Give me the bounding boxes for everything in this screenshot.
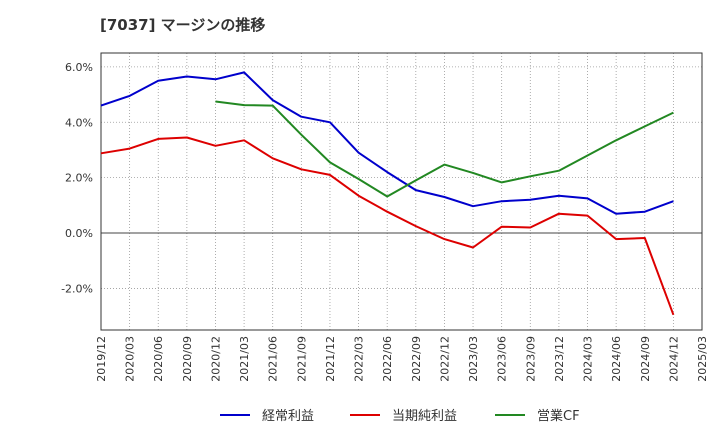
x-tick-label: 2024/12 [667, 336, 680, 382]
x-tick-label: 2024/06 [610, 336, 623, 382]
x-tick-label: 2022/12 [438, 336, 451, 382]
x-tick-label: 2023/03 [467, 336, 480, 382]
plot-area [101, 53, 702, 330]
x-tick-label: 2025/03 [696, 336, 709, 382]
y-tick-label: 2.0% [65, 172, 93, 185]
y-tick-label: 4.0% [65, 116, 93, 129]
legend-label: 当期純利益 [392, 409, 457, 424]
series-line [100, 71, 674, 215]
x-tick-label: 2022/06 [381, 336, 394, 382]
x-tick-label: 2021/09 [295, 336, 308, 382]
x-tick-label: 2022/09 [410, 336, 423, 382]
x-tick-label: 2021/12 [324, 336, 337, 382]
x-tick-label: 2020/12 [209, 336, 222, 382]
series-line [100, 136, 675, 316]
x-tick-label: 2022/03 [353, 336, 366, 382]
legend-label: 営業CF [537, 408, 580, 424]
x-tick-label: 2024/09 [639, 336, 652, 382]
y-tick-label: 6.0% [65, 61, 93, 74]
y-tick-label: 0.0% [65, 227, 93, 240]
legend-label: 経常利益 [262, 409, 314, 424]
series-line [215, 100, 674, 198]
chart-title: [7037] マージンの推移 [100, 16, 266, 34]
y-tick-label: -2.0% [61, 282, 93, 295]
x-tick-label: 2020/03 [124, 336, 137, 382]
x-tick-label: 2021/06 [267, 336, 280, 382]
x-tick-label: 2023/09 [524, 336, 537, 382]
plot-frame [100, 52, 703, 331]
x-tick-label: 2023/06 [496, 336, 509, 382]
x-tick-label: 2020/09 [181, 336, 194, 382]
x-tick-label: 2020/06 [152, 336, 165, 382]
x-tick-label: 2023/12 [553, 336, 566, 382]
x-tick-label: 2019/12 [95, 336, 108, 382]
x-tick-label: 2024/03 [582, 336, 595, 382]
x-tick-label: 2021/03 [238, 336, 251, 382]
